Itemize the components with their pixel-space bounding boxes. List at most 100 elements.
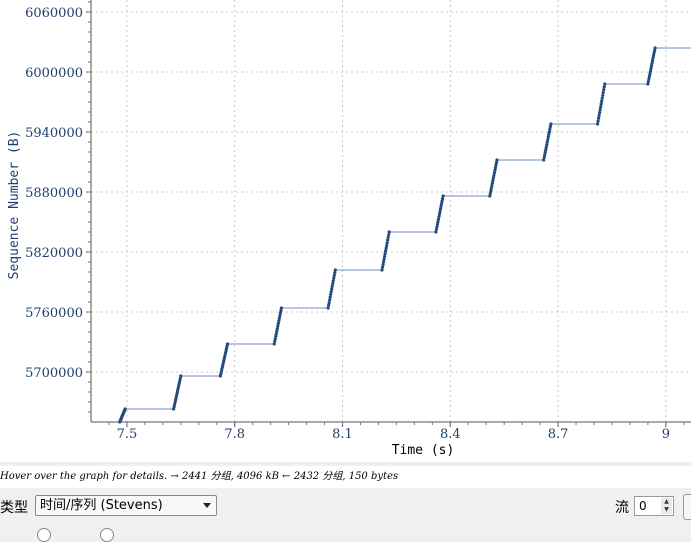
- data-point: [546, 135, 550, 139]
- data-point: [492, 173, 496, 178]
- data-point: [547, 130, 551, 134]
- data-point: [383, 252, 387, 256]
- data-point: [652, 48, 657, 53]
- data-point: [278, 311, 282, 315]
- data-point: [436, 220, 440, 224]
- y-axis-label: Sequence Number (B): [7, 131, 22, 280]
- data-point: [333, 271, 337, 275]
- data-point: [598, 108, 602, 112]
- data-point: [545, 140, 549, 144]
- y-tick-label: 5700000: [25, 366, 83, 381]
- x-tick-label: 9: [662, 427, 670, 442]
- stream-label: 流: [615, 500, 629, 516]
- data-point: [435, 225, 439, 229]
- data-point: [276, 324, 280, 328]
- data-point: [380, 268, 384, 272]
- data-point: [382, 257, 386, 261]
- data-point: [385, 241, 389, 245]
- data-point: [272, 342, 276, 346]
- y-tick-label: 6000000: [25, 66, 83, 81]
- data-point: [548, 127, 552, 131]
- data-point: [548, 124, 552, 129]
- data-point: [387, 230, 391, 234]
- data-point: [331, 281, 335, 286]
- data-point: [381, 262, 385, 267]
- stream-value: 0: [639, 499, 647, 513]
- data-point: [386, 238, 390, 242]
- data-point: [328, 298, 332, 302]
- x-tick-label: 7.8: [224, 427, 245, 442]
- x-axis-label: Time (s): [392, 443, 455, 458]
- data-point: [332, 276, 336, 280]
- data-point: [600, 99, 604, 103]
- data-point: [489, 189, 493, 193]
- data-point: [547, 132, 551, 136]
- data-point: [544, 145, 548, 149]
- ack-lines: [125, 47, 691, 410]
- data-point: [651, 56, 655, 60]
- data-point: [273, 339, 277, 344]
- data-point: [277, 319, 281, 323]
- radio-option-2[interactable]: [100, 528, 114, 542]
- grid-lines: [91, 0, 691, 422]
- data-point: [435, 222, 440, 226]
- data-point: [437, 212, 442, 216]
- data-point: [278, 314, 282, 318]
- data-point: [440, 199, 444, 203]
- data-point: [489, 186, 493, 190]
- data-point: [601, 90, 605, 95]
- data-point: [653, 46, 657, 50]
- data-point: [277, 316, 281, 320]
- data-point: [542, 155, 546, 160]
- data-point: [330, 287, 334, 291]
- type-select-value: 时间/序列 (Stevens): [40, 498, 163, 513]
- data-point: [650, 61, 654, 66]
- data-point: [439, 204, 443, 208]
- data-point: [600, 96, 604, 100]
- data-point: [648, 72, 652, 76]
- data-point: [491, 178, 495, 183]
- data-point: [274, 334, 278, 338]
- data-point: [598, 110, 602, 115]
- data-point: [595, 122, 600, 126]
- data-point: [274, 332, 278, 336]
- type-label: 类型: [0, 500, 28, 516]
- data-point: [329, 290, 333, 294]
- data-point: [123, 407, 127, 411]
- stream-spinbox[interactable]: 0 ▲ ▼: [634, 496, 674, 516]
- data-point: [434, 230, 438, 234]
- data-point: [385, 243, 389, 248]
- data-point: [437, 214, 441, 219]
- data-point: [438, 207, 443, 211]
- spin-up-icon[interactable]: ▲: [661, 498, 672, 506]
- radio-option-1[interactable]: [37, 528, 51, 542]
- data-point: [543, 153, 547, 157]
- data-point: [542, 158, 546, 162]
- data-point: [490, 181, 494, 185]
- data-point: [381, 260, 386, 264]
- data-point: [597, 113, 601, 118]
- data-point: [651, 54, 656, 58]
- status-bar: Hover over the graph for details. → 2441…: [0, 466, 691, 488]
- type-select[interactable]: 时间/序列 (Stevens): [35, 495, 217, 516]
- data-point: [384, 246, 388, 250]
- data-point: [225, 342, 230, 346]
- status-text: Hover over the graph for details. → 2441…: [0, 471, 399, 482]
- data-point: [326, 306, 330, 310]
- data-points: [118, 46, 657, 424]
- data-point: [273, 337, 277, 341]
- y-axis-ticks: 5700000 5760000 5820000 5880000 5940000 60000…: [25, 1, 91, 413]
- data-point: [329, 292, 333, 297]
- data-point: [380, 265, 385, 269]
- y-tick-label: 5760000: [25, 306, 83, 321]
- data-point: [439, 202, 444, 206]
- edge-button[interactable]: [683, 494, 691, 520]
- data-point: [275, 329, 279, 333]
- data-point: [649, 66, 653, 71]
- spin-down-icon[interactable]: ▼: [661, 506, 672, 514]
- x-tick-label: 7.5: [117, 427, 138, 442]
- y-tick-label: 5880000: [25, 186, 83, 201]
- sequence-plot[interactable]: 5700000 5760000 5820000 5880000 5940000 60000…: [0, 0, 691, 462]
- data-point: [327, 300, 331, 305]
- data-point: [494, 160, 499, 165]
